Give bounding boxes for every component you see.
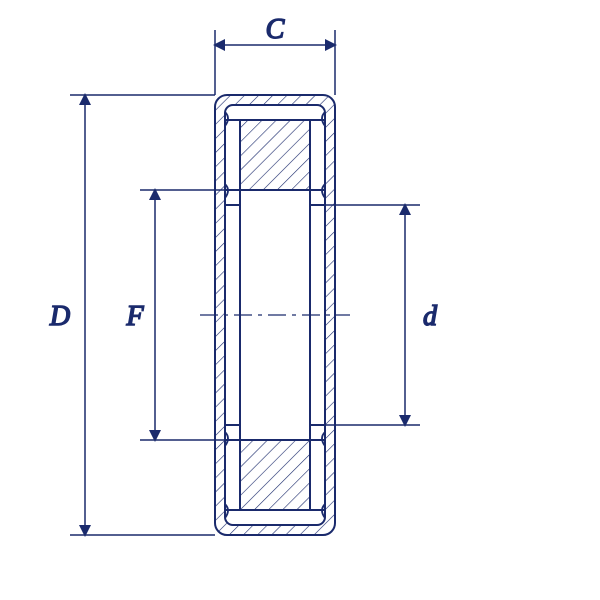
label-d: d bbox=[423, 301, 438, 332]
roller-top bbox=[225, 112, 325, 198]
roller-bottom bbox=[225, 432, 325, 518]
label-D: D bbox=[49, 301, 70, 332]
dimension-C: C bbox=[215, 14, 335, 95]
label-C: C bbox=[266, 14, 285, 45]
bearing-cross-section-diagram: C D F d bbox=[0, 0, 600, 600]
label-F: F bbox=[125, 301, 144, 332]
